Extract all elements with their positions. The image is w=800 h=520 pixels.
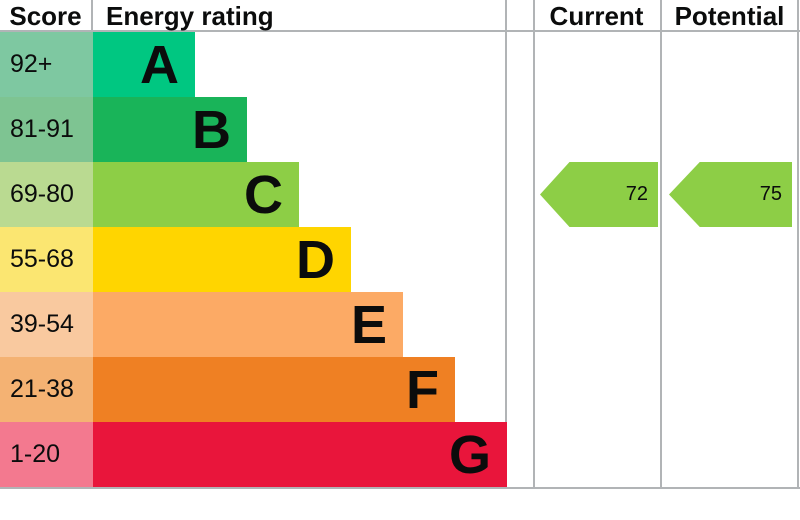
energy-rating-right-border xyxy=(505,0,507,489)
band-row: 21-38 F xyxy=(0,357,507,422)
band-bar: C xyxy=(93,162,299,227)
header-divider-line xyxy=(0,30,800,32)
potential-column-header: Potential xyxy=(674,0,785,31)
potential-rating-value: 75 xyxy=(759,183,782,205)
band-bar: F xyxy=(93,357,455,422)
band-letter: D xyxy=(296,229,335,290)
rating-bands: 92+ A 81-91 B 69-80 C 55-68 D 39-54 xyxy=(0,32,507,487)
band-row: 39-54 E xyxy=(0,292,507,357)
band-letter: C xyxy=(244,164,283,225)
potential-column: Potential xyxy=(662,0,797,487)
current-column-header: Current xyxy=(549,0,644,31)
band-letter: A xyxy=(140,34,179,95)
band-row: 92+ A xyxy=(0,32,507,97)
band-row: 81-91 B xyxy=(0,97,507,162)
energy-rating-table: Score Energy rating 92+ A 81-91 B 69-80 … xyxy=(0,0,507,487)
band-score-range: 39-54 xyxy=(0,292,93,357)
current-rating-value: 72 xyxy=(625,183,648,205)
current-column: Current xyxy=(535,0,658,487)
chart-bottom-border xyxy=(0,487,800,489)
band-letter: E xyxy=(350,294,387,355)
band-score-range: 92+ xyxy=(0,32,93,97)
band-score-range: 81-91 xyxy=(0,97,93,162)
band-score-range: 55-68 xyxy=(0,227,93,292)
current-rating-arrow: 72 xyxy=(540,162,658,227)
energy-rating-column-header: Energy rating xyxy=(106,0,274,31)
band-bar: E xyxy=(93,292,403,357)
band-bar: B xyxy=(93,97,247,162)
band-score-range: 69-80 xyxy=(0,162,93,227)
band-score-range: 1-20 xyxy=(0,422,93,487)
score-column-header: Score xyxy=(0,0,93,32)
band-bar: G xyxy=(93,422,507,487)
band-letter: B xyxy=(192,99,231,160)
potential-column-right-border xyxy=(797,0,799,489)
current-column-left-border xyxy=(533,0,535,489)
table-header-row: Score Energy rating xyxy=(0,0,507,32)
band-bar: D xyxy=(93,227,351,292)
band-row: 1-20 G xyxy=(0,422,507,487)
band-score-range: 21-38 xyxy=(0,357,93,422)
band-row: 69-80 C xyxy=(0,162,507,227)
band-letter: G xyxy=(448,424,491,485)
band-bar: A xyxy=(93,32,195,97)
band-letter: F xyxy=(406,359,439,420)
band-row: 55-68 D xyxy=(0,227,507,292)
current-column-right-border xyxy=(660,0,662,489)
